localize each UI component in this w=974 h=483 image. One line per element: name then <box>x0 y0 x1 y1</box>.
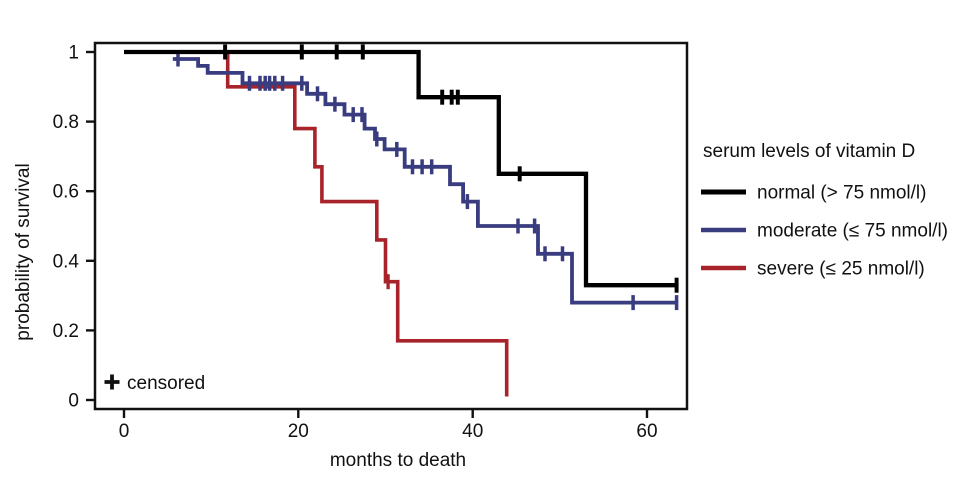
y-tick-label: 0.2 <box>53 321 79 342</box>
censored-key-label: censored <box>127 373 205 394</box>
censored-key: censored <box>104 373 205 394</box>
x-axis-ticks: 0 20 40 60 <box>119 409 658 442</box>
legend-entry-moderate: moderate (≤ 75 nmol/l) <box>701 221 948 242</box>
curve-normal <box>124 49 678 288</box>
legend-label-normal: normal (> 75 nmol/l) <box>757 183 926 204</box>
survival-curves <box>124 44 679 397</box>
x-tick-label: 40 <box>462 421 483 442</box>
x-axis-title: months to death <box>330 450 466 471</box>
x-tick-label: 60 <box>636 421 657 442</box>
legend-label-severe: severe (≤ 25 nmol/l) <box>757 259 925 280</box>
legend: serum levels of vitamin D normal (> 75 n… <box>701 141 948 280</box>
plot-border <box>93 41 689 411</box>
plus-icon <box>104 374 120 390</box>
y-tick-label: 0.4 <box>53 251 80 272</box>
y-axis-ticks: 1 0.8 0.6 0.4 0.2 0 <box>53 43 95 412</box>
legend-entry-normal: normal (> 75 nmol/l) <box>701 183 926 204</box>
y-tick-label: 0 <box>68 391 79 412</box>
legend-title: serum levels of vitamin D <box>703 141 915 162</box>
legend-label-moderate: moderate (≤ 75 nmol/l) <box>757 221 948 242</box>
legend-entry-severe: severe (≤ 25 nmol/l) <box>701 259 925 280</box>
y-tick-label: 1 <box>68 43 79 64</box>
y-tick-label: 0.8 <box>53 112 79 133</box>
curve-moderate <box>172 57 678 305</box>
x-tick-label: 20 <box>288 421 309 442</box>
x-tick-label: 0 <box>119 421 130 442</box>
y-axis-title: probability of survival <box>13 163 34 340</box>
curve-severe <box>225 52 509 397</box>
y-tick-label: 0.6 <box>53 182 79 203</box>
